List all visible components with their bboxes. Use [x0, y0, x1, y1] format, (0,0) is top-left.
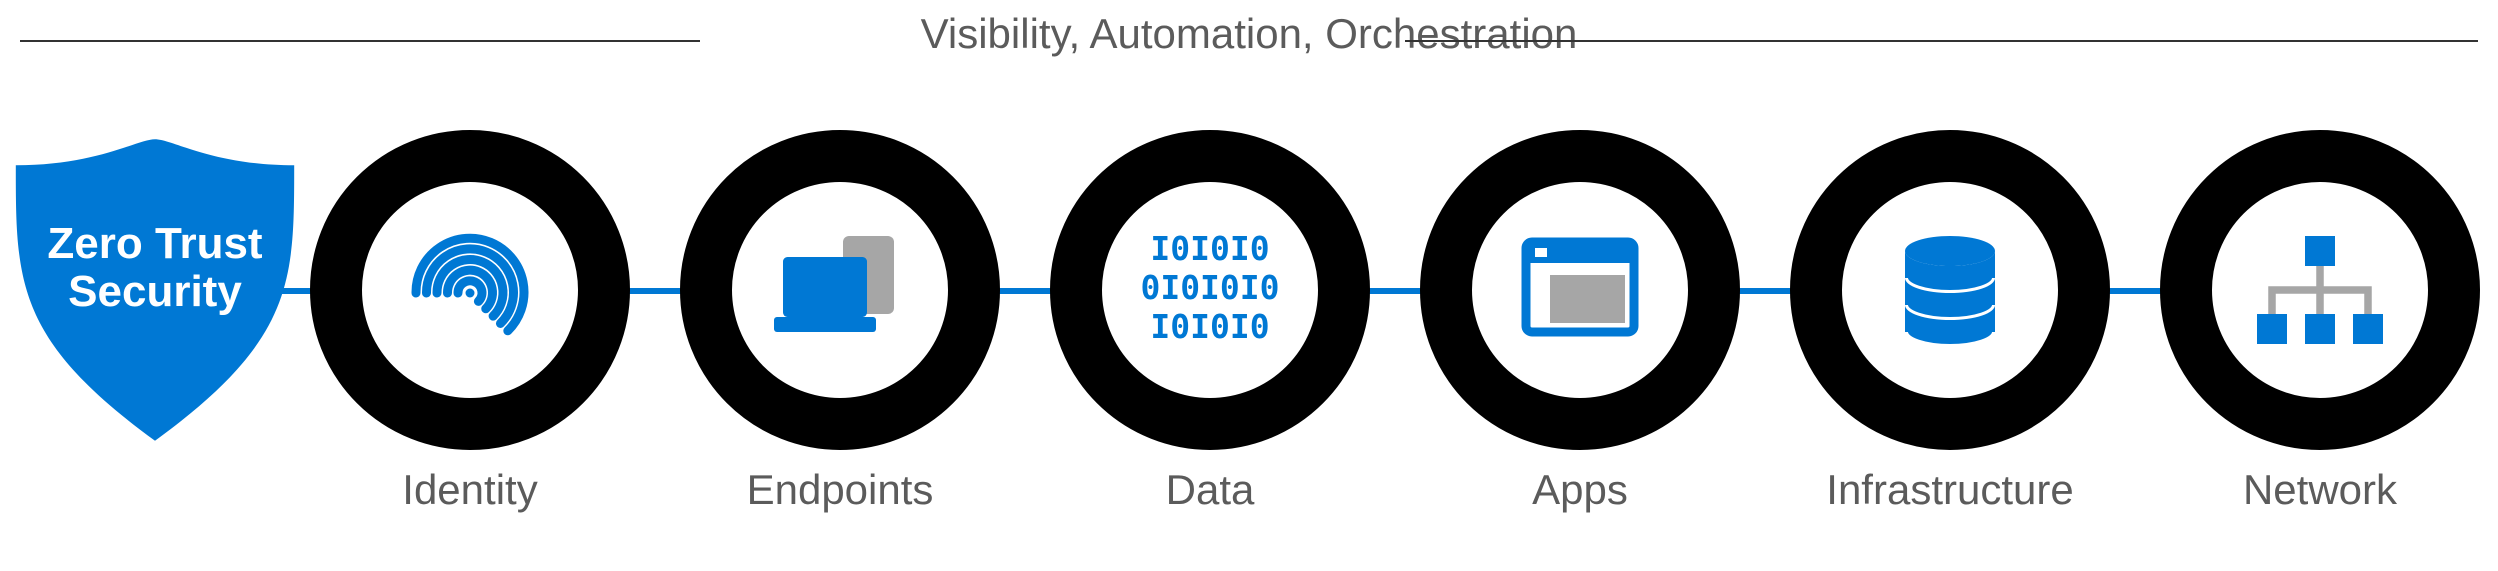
pillar-label-identity: Identity — [310, 466, 630, 514]
diagram-canvas: Visibility, Automation, Orchestration Ze… — [0, 0, 2498, 571]
app-window-icon — [1505, 215, 1655, 365]
binary-icon: I0I0I00I0I0I0I0I0I0 — [1135, 215, 1285, 365]
pillar-network: Network — [2160, 130, 2480, 514]
pillar-ring — [1420, 130, 1740, 450]
pillar-ring — [2160, 130, 2480, 450]
pillar-label-network: Network — [2160, 466, 2480, 514]
pillar-label-endpoints: Endpoints — [680, 466, 1000, 514]
pillar-label-data: Data — [1050, 466, 1370, 514]
shield-label-line2: Security — [68, 267, 242, 316]
pillar-apps: Apps — [1420, 130, 1740, 514]
pillar-label-infrastructure: Infrastructure — [1790, 466, 2110, 514]
pillar-identity: Identity — [310, 130, 630, 514]
header-line-right — [1405, 40, 2478, 42]
pillar-ring: I0I0I00I0I0I0I0I0I0 — [1050, 130, 1370, 450]
header: Visibility, Automation, Orchestration — [20, 10, 2478, 70]
pillar-infrastructure: Infrastructure — [1790, 130, 2110, 514]
pillar-endpoints: Endpoints — [680, 130, 1000, 514]
pillar-data: I0I0I00I0I0I0I0I0I0 Data — [1050, 130, 1370, 514]
pillar-label-apps: Apps — [1420, 466, 1740, 514]
shield-label-line1: Zero Trust — [47, 219, 262, 268]
devices-icon — [765, 215, 915, 365]
zero-trust-shield: Zero Trust Security — [10, 130, 300, 450]
pillar-ring — [680, 130, 1000, 450]
header-line-left — [20, 40, 700, 42]
header-label: Visibility, Automation, Orchestration — [891, 10, 1608, 58]
svg-text:I0I0I00I0I0I0I0I0I0: I0I0I00I0I0I0I0I0I0 — [1140, 229, 1279, 346]
pillar-ring — [310, 130, 630, 450]
fingerprint-icon — [395, 215, 545, 365]
pillar-ring — [1790, 130, 2110, 450]
network-icon — [2245, 215, 2395, 365]
database-icon — [1875, 215, 2025, 365]
shield-label: Zero Trust Security — [10, 220, 300, 317]
